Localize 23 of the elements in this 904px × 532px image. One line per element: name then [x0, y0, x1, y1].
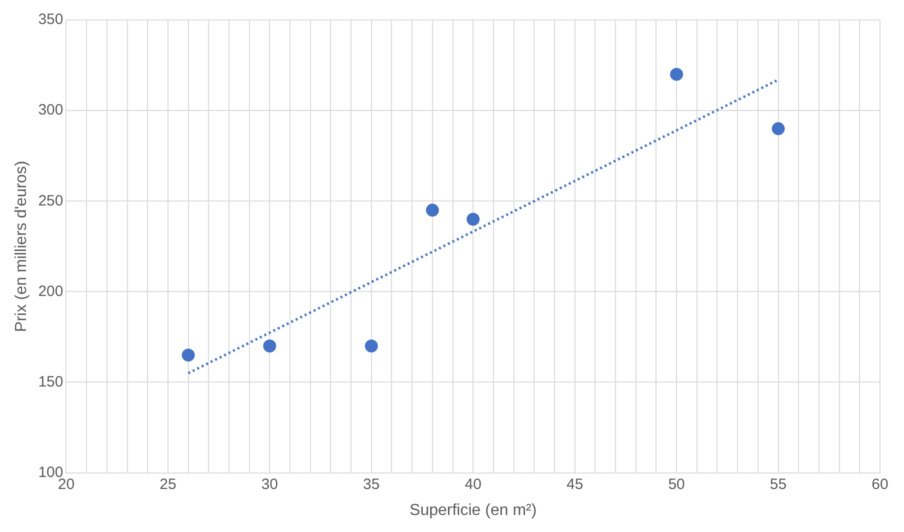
- x-tick-label: 60: [872, 476, 888, 493]
- point: [263, 340, 276, 353]
- y-tick-label: 150: [38, 373, 64, 390]
- x-tick-label: 50: [668, 476, 685, 493]
- x-tick-label: 25: [160, 476, 176, 493]
- y-tick-label: 300: [38, 102, 64, 119]
- point: [364, 340, 378, 353]
- point: [670, 68, 684, 81]
- x-tick-label: 30: [261, 476, 278, 493]
- point: [772, 122, 785, 136]
- point: [466, 212, 480, 226]
- x-tick-label: 35: [363, 476, 380, 493]
- point: [182, 348, 195, 362]
- x-tick-label: 45: [566, 476, 584, 493]
- x-axis-title: Superficie (en m²): [410, 502, 537, 519]
- y-axis-title: Prix (en milliers d'euros): [13, 160, 30, 332]
- y-tick-label: 250: [38, 192, 64, 210]
- x-tick-label: 20: [58, 476, 75, 493]
- y-tick-label: 200: [38, 282, 64, 300]
- point: [426, 204, 439, 217]
- x-tick-label: 40: [464, 476, 482, 493]
- y-tick-label: 350: [38, 11, 64, 28]
- x-tick-label: 55: [770, 476, 787, 493]
